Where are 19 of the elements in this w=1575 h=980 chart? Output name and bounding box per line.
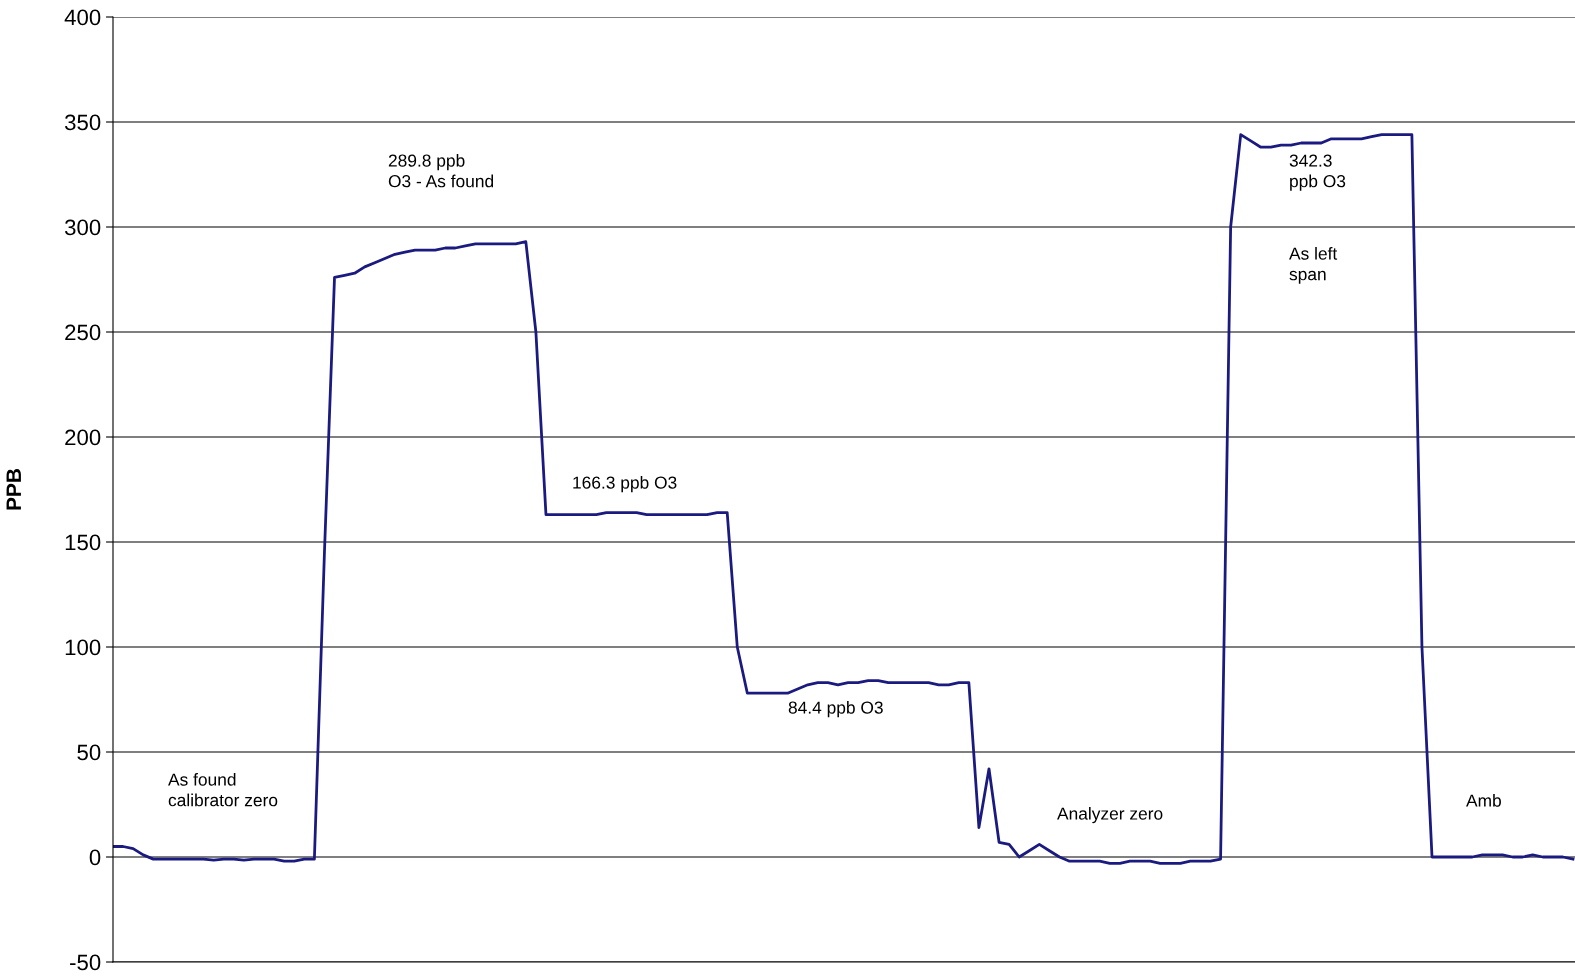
annotation: 166.3 ppb O3 [573, 476, 677, 493]
y-tick-label: 0 [89, 849, 101, 866]
y-axis-title: PPB [6, 469, 21, 510]
y-tick-label: 350 [64, 114, 101, 131]
y-tick-label: 50 [77, 744, 101, 761]
y-tick-label: 200 [65, 429, 101, 446]
annotation: 342.3 ppb O3 [1289, 154, 1346, 191]
y-tick-label: -50 [70, 954, 101, 971]
y-tick-label: 400 [64, 9, 101, 26]
y-tick-label: 300 [64, 219, 101, 236]
y-tick-label: 100 [65, 639, 101, 656]
annotation: 289.8 ppb O3 - As found [388, 154, 494, 188]
y-tick-label: 150 [65, 534, 101, 551]
annotation: 84.4 ppb O3 [788, 701, 883, 718]
annotation: As left span [1289, 247, 1338, 284]
annotation: Amb [1466, 794, 1501, 807]
y-tick-label: 250 [65, 324, 101, 341]
annotation: Analyzer zero [1057, 807, 1163, 824]
annotation: As found calibrator zero [168, 773, 278, 807]
